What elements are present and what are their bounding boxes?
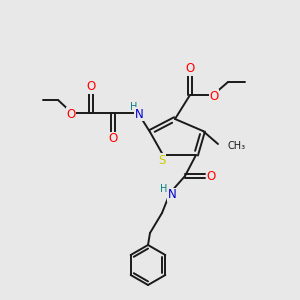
Text: O: O	[209, 89, 219, 103]
Text: H: H	[160, 184, 168, 194]
Text: CH₃: CH₃	[228, 141, 246, 151]
Text: O: O	[185, 62, 195, 76]
Text: O: O	[86, 80, 96, 94]
Text: O: O	[108, 133, 118, 146]
Text: H: H	[130, 102, 138, 112]
Text: O: O	[206, 170, 216, 184]
Text: N: N	[135, 107, 143, 121]
Text: S: S	[158, 154, 166, 166]
Text: O: O	[66, 107, 76, 121]
Text: N: N	[168, 188, 176, 202]
